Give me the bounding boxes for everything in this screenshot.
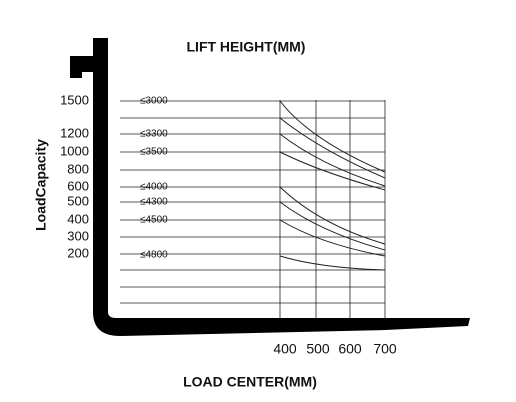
capacity-label: 800 xyxy=(67,161,89,176)
load-center-label: 700 xyxy=(373,341,397,357)
lift-height-label: ≤3500 xyxy=(140,147,168,158)
lift-height-label: ≤4300 xyxy=(140,197,168,208)
capacity-label: 1200 xyxy=(60,125,89,140)
capacity-label: 500 xyxy=(67,193,89,208)
load-center-label: 400 xyxy=(273,341,297,357)
chart-title: LIFT HEIGHT(MM) xyxy=(187,39,306,55)
capacity-label: 200 xyxy=(67,245,89,260)
lift-height-label: ≤4500 xyxy=(140,215,168,226)
grid xyxy=(120,100,386,322)
y-axis-label: LoadCapacity xyxy=(33,139,49,231)
x-axis-label: LOAD CENTER(MM) xyxy=(183,374,317,390)
lift-height-label: ≤3000 xyxy=(140,96,168,107)
lift-height-label: ≤4000 xyxy=(140,182,168,193)
load-center-label: 500 xyxy=(306,341,330,357)
capacity-label: 1500 xyxy=(60,92,89,107)
capacity-curves xyxy=(279,100,386,271)
lift-height-label: ≤3300 xyxy=(140,129,168,140)
capacity-label: 1000 xyxy=(60,143,89,158)
capacity-label: 600 xyxy=(67,178,89,193)
capacity-label: 400 xyxy=(67,211,89,226)
lift-height-label: ≤4800 xyxy=(140,250,168,261)
capacity-label: 300 xyxy=(67,228,89,243)
load-center-label: 600 xyxy=(338,341,362,357)
